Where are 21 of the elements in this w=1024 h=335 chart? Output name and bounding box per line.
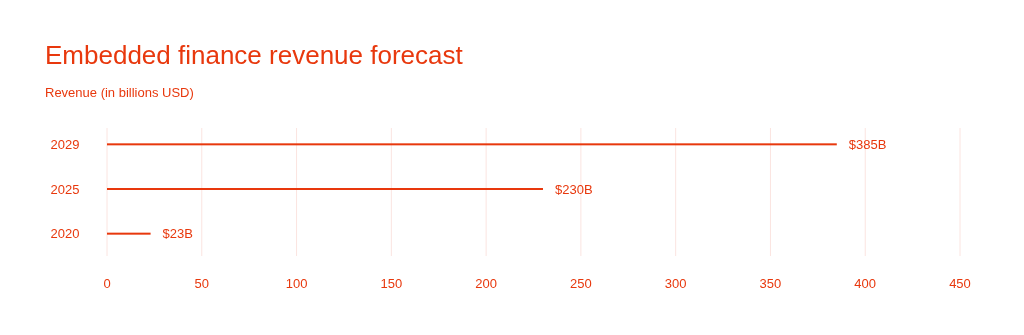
x-tick-label: 450 [949, 276, 971, 291]
data-label: $385B [848, 136, 887, 152]
x-tick-label: 300 [664, 276, 687, 291]
data-label: $23B [162, 226, 193, 242]
x-tick-label: 400 [854, 276, 877, 291]
data-label: $230B [554, 181, 593, 197]
x-tick-label: 0 [103, 276, 111, 291]
y-tick-label: 2020 [50, 226, 80, 242]
chart-subtitle: Revenue (in billions USD) [45, 85, 194, 100]
x-tick-label: 100 [285, 276, 308, 291]
bar [107, 143, 837, 146]
x-tick-label: 350 [759, 276, 782, 291]
y-tick-label: 2029 [50, 136, 80, 152]
bar [107, 232, 151, 235]
chart-title: Embedded finance revenue forecast [45, 40, 464, 70]
x-tick-label: 50 [194, 276, 210, 291]
x-tick-label: 250 [570, 276, 592, 291]
x-tick-label: 150 [380, 276, 403, 291]
x-tick-label: 200 [475, 276, 497, 291]
bar [107, 188, 543, 190]
y-tick-label: 2025 [50, 181, 80, 197]
